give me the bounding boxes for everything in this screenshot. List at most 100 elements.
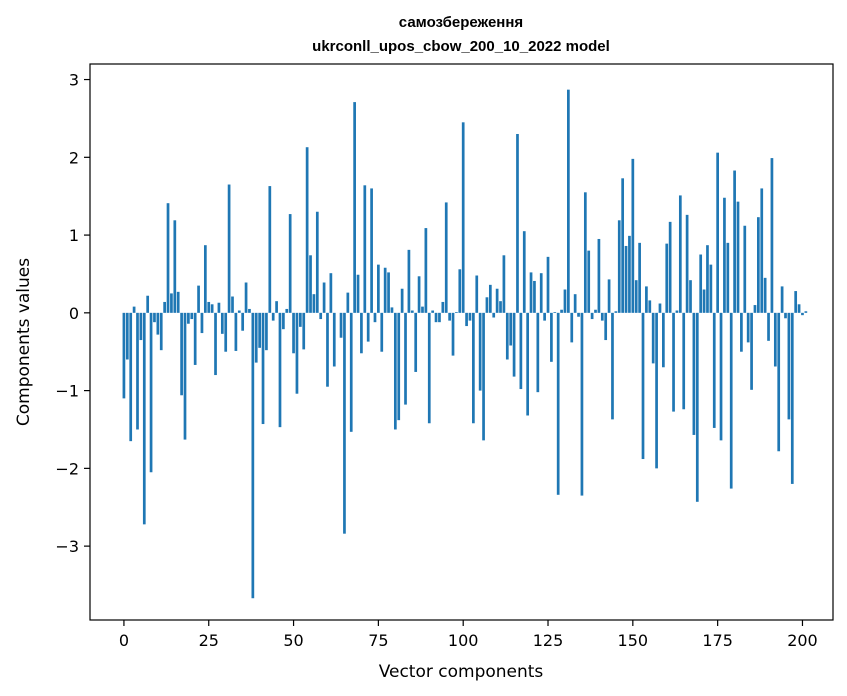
bar <box>153 312 156 323</box>
bar <box>241 312 245 331</box>
x-tick-label: 150 <box>618 631 649 650</box>
bar <box>587 250 591 313</box>
bar <box>455 312 458 313</box>
chart-subtitle: ukrconll_upos_cbow_200_10_2022 model <box>312 38 610 55</box>
bar <box>227 184 231 313</box>
bar <box>400 288 404 313</box>
bar <box>546 256 550 313</box>
bar <box>438 312 441 323</box>
bar <box>516 133 519 313</box>
bar <box>784 312 787 319</box>
bar <box>125 312 129 360</box>
bar <box>268 186 272 313</box>
bar <box>658 303 662 313</box>
bar <box>624 245 628 313</box>
bar <box>617 220 621 313</box>
bar <box>159 312 163 351</box>
bar <box>641 312 645 460</box>
bar <box>804 311 808 313</box>
bar <box>353 102 356 313</box>
bar <box>787 312 791 420</box>
x-tick-label: 125 <box>533 631 564 650</box>
bar <box>729 312 733 489</box>
bar <box>590 312 594 320</box>
bar <box>709 264 713 313</box>
bar <box>675 310 679 313</box>
bar <box>360 312 363 354</box>
bar <box>139 312 143 341</box>
bar <box>790 312 794 484</box>
bar <box>142 312 146 525</box>
bar <box>214 312 217 376</box>
bar <box>533 280 536 313</box>
bar <box>651 312 655 364</box>
bar <box>519 312 523 390</box>
bar <box>505 312 509 360</box>
bar <box>197 285 200 313</box>
bar <box>499 301 502 313</box>
bar <box>672 312 675 412</box>
x-tick-label: 0 <box>119 631 129 650</box>
bar <box>773 312 777 367</box>
bar <box>682 312 686 410</box>
bar <box>193 312 197 365</box>
bar <box>315 211 319 313</box>
bar <box>234 312 238 351</box>
plot-frame <box>89 63 834 621</box>
bar <box>237 310 241 313</box>
bar <box>431 310 435 313</box>
bar <box>278 312 282 428</box>
bar <box>563 289 567 313</box>
bar <box>536 312 540 393</box>
bar <box>509 312 513 346</box>
bar <box>689 280 692 313</box>
bar <box>458 269 462 313</box>
bar <box>156 312 160 335</box>
bar <box>132 306 136 313</box>
y-tick-label: 1 <box>69 226 79 245</box>
bar <box>292 312 295 354</box>
bar <box>750 312 753 390</box>
bar <box>397 312 401 421</box>
bar <box>448 312 451 321</box>
bar <box>580 312 584 496</box>
bar <box>560 309 563 313</box>
bar <box>543 312 546 321</box>
bar <box>302 312 306 350</box>
bar <box>244 282 248 313</box>
bar <box>702 289 706 313</box>
bar <box>522 231 526 313</box>
bar <box>685 214 689 313</box>
bar <box>723 197 726 313</box>
bar <box>488 284 492 313</box>
bar <box>492 312 496 318</box>
bar <box>753 305 757 313</box>
bar <box>407 249 411 313</box>
bar <box>638 242 641 313</box>
bar <box>122 312 126 399</box>
bar <box>478 312 482 391</box>
bar <box>736 201 740 313</box>
bar <box>434 312 438 323</box>
bar <box>645 286 648 313</box>
bar <box>404 312 407 405</box>
y-axis-label: Components values <box>14 258 34 426</box>
bar <box>570 312 574 343</box>
bar <box>275 301 278 313</box>
bar <box>380 312 384 352</box>
x-tick-label: 200 <box>787 631 818 650</box>
bar <box>468 312 472 321</box>
bar <box>529 272 533 313</box>
bar <box>662 312 665 368</box>
bar <box>414 312 418 372</box>
bar <box>373 312 377 323</box>
bar <box>261 312 265 425</box>
bar <box>472 312 475 424</box>
y-axis-ticks: −3 −2 −1 0 1 2 3 <box>55 71 90 556</box>
bar <box>482 312 485 441</box>
bar <box>526 312 530 416</box>
bar <box>801 312 804 316</box>
bar <box>628 235 631 313</box>
bar <box>183 312 187 440</box>
y-tick-label: −3 <box>55 537 79 556</box>
